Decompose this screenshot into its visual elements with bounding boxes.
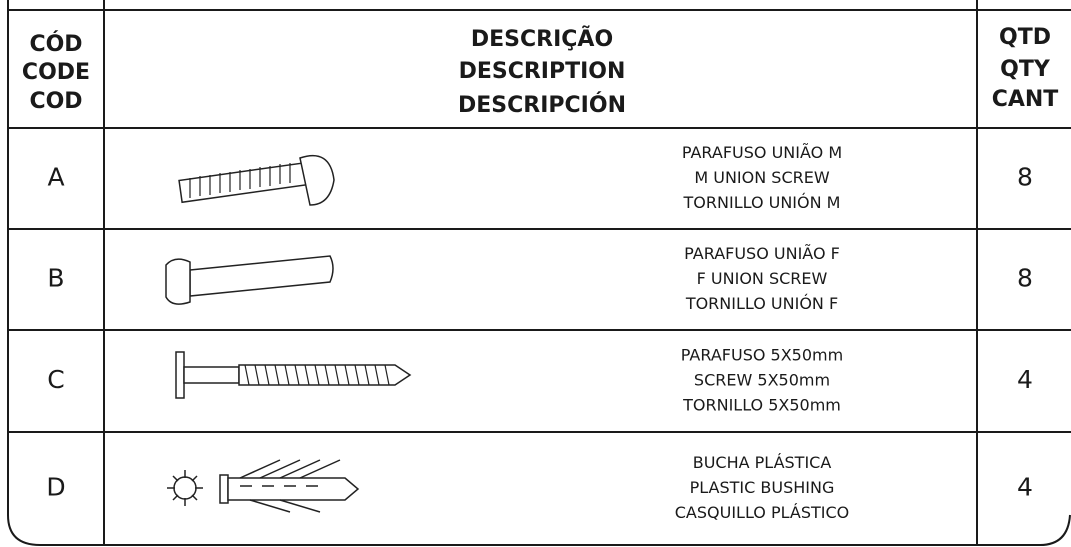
screw-5x50-icon (175, 351, 412, 399)
row-description: TORNILLO 5X50mm (682, 396, 841, 415)
union-screw-m-icon (178, 154, 335, 206)
header-code: CODE (22, 60, 90, 85)
header-code: CÓD (29, 31, 82, 57)
row-quantity: 8 (1017, 163, 1033, 192)
header-quantity: QTY (1000, 57, 1051, 82)
header-quantity: CANT (992, 87, 1059, 112)
row-code: B (47, 264, 64, 293)
header-description: DESCRIÇÃO (471, 26, 613, 52)
header-code: COD (29, 89, 82, 114)
row-description: PARAFUSO UNIÃO M (682, 143, 842, 162)
part-icons (165, 154, 412, 513)
row-description: TORNILLO UNIÓN F (685, 294, 838, 313)
row-description: BUCHA PLÁSTICA (693, 453, 832, 472)
row-quantity: 4 (1017, 365, 1033, 394)
header-description: DESCRIPTION (459, 59, 626, 84)
row-quantity: 4 (1017, 473, 1033, 502)
row-description: PARAFUSO 5X50mm (681, 346, 843, 365)
row-description: PLASTIC BUSHING (690, 478, 835, 497)
row-description: M UNION SCREW (694, 168, 829, 187)
row-description: CASQUILLO PLÁSTICO (675, 503, 850, 522)
row-quantity: 8 (1017, 264, 1033, 293)
row-description: SCREW 5X50mm (694, 371, 830, 390)
row-code: C (47, 365, 64, 394)
row-description: PARAFUSO UNIÃO F (684, 244, 840, 263)
header-quantity: QTD (999, 25, 1051, 50)
row-description: F UNION SCREW (697, 269, 828, 288)
row-code: A (47, 163, 64, 192)
table-grid (7, 0, 1071, 546)
header-description: DESCRIPCIÓN (458, 92, 626, 118)
row-code: D (46, 473, 65, 502)
plastic-bushing-icon (167, 459, 360, 513)
row-description: TORNILLO UNIÓN M (683, 193, 841, 212)
union-screw-f-icon (165, 255, 334, 305)
